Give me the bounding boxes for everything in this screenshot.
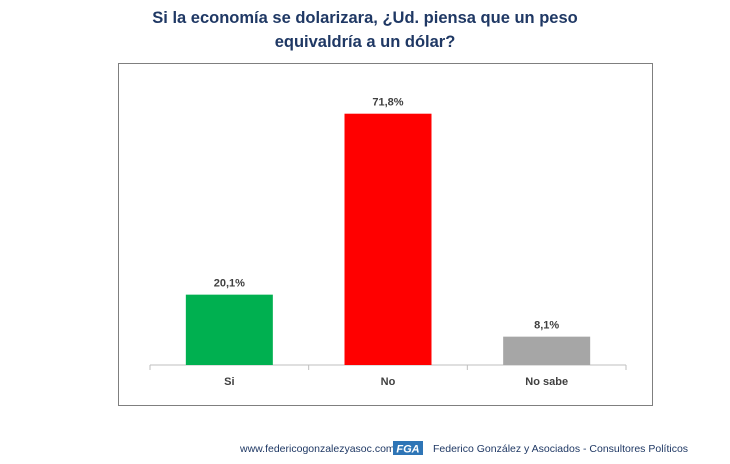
chart-title-line-2: equivaldría a un dólar? (274, 33, 456, 51)
chart-title: Si la economía se dolarizara, ¿Ud. piens… (0, 6, 730, 54)
category-label: Si (224, 376, 234, 388)
bar-si (185, 294, 273, 365)
plot-frame (118, 63, 653, 406)
fga-logo-text: FGA (396, 444, 419, 456)
chart-title-line-1: Si la economía se dolarizara, ¿Ud. piens… (152, 9, 578, 27)
bar-no-sabe (503, 336, 591, 365)
footer-url[interactable]: www.federicogonzalezyasoc.com (240, 443, 395, 455)
bar-no (344, 113, 432, 365)
data-label: 20,1% (214, 278, 245, 290)
footer: www.federicogonzalezyasoc.com FGA Federi… (0, 440, 730, 458)
footer-company: Federico González y Asociados - Consulto… (433, 443, 689, 455)
fga-logo-icon: FGA (393, 441, 423, 456)
data-label: 8,1% (534, 320, 559, 332)
data-label: 71,8% (372, 97, 403, 109)
category-label: No sabe (525, 376, 568, 388)
category-label: No (381, 376, 396, 388)
